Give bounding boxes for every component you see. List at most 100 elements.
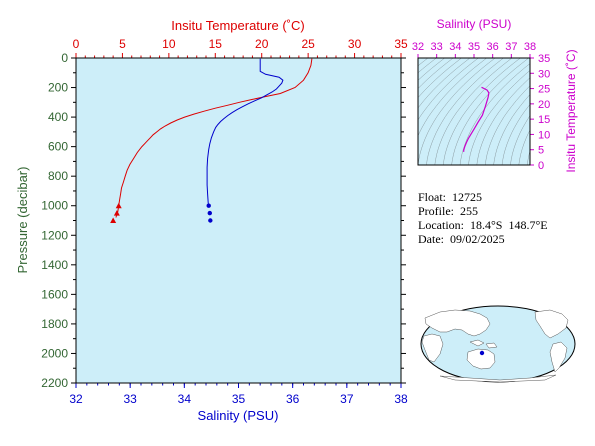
ts-temperature-tick-label: 10 [538, 129, 550, 141]
density-contour [418, 58, 445, 81]
salinity-marker [208, 218, 213, 223]
map-land-north-america [534, 309, 569, 339]
density-contour [426, 58, 504, 165]
ts-salinity-tick-label: 32 [412, 41, 424, 53]
density-contour [418, 58, 454, 89]
salinity-marker [206, 203, 211, 208]
world-map-inset [420, 305, 576, 383]
temperature-tick-label: 20 [255, 37, 269, 51]
salinity-profile-line [206, 58, 284, 206]
salinity-axis-title: Salinity (PSU) [198, 408, 279, 423]
salinity-markers [206, 203, 213, 223]
temperature-tick-label: 15 [209, 37, 223, 51]
temperature-axis-title: Insitu Temperature (˚C) [171, 18, 304, 33]
temperature-tick-label: 10 [162, 37, 176, 51]
pressure-tick-label: 2000 [41, 346, 68, 360]
pressure-tick-label: 200 [48, 81, 68, 95]
ts-curve [463, 86, 490, 152]
ts-salinity-tick-label: 33 [431, 41, 443, 53]
ts-temperature-tick-label: 5 [538, 145, 544, 157]
pressure-tick-label: 0 [61, 51, 68, 65]
location-label: Location: [418, 218, 464, 232]
temperature-marker [113, 210, 120, 216]
pressure-tick-label: 400 [48, 110, 68, 124]
ts-salinity-tick-label: 37 [505, 41, 517, 53]
ts-temperature-tick-label: 15 [538, 114, 550, 126]
date-label: Date: [418, 232, 444, 246]
pressure-tick-label: 800 [48, 169, 68, 183]
map-continents [421, 309, 569, 383]
location-line: Location: 18.4°S 148.7°E [418, 218, 548, 232]
pressure-tick-label: 1200 [41, 228, 68, 242]
temperature-tick-label: 25 [301, 37, 315, 51]
pressure-axis-title: Pressure (decibar) [15, 167, 30, 274]
map-land-south-america [549, 341, 568, 373]
ts-salinity-tick-label: 34 [449, 41, 461, 53]
ts-temperature-tick-label: 20 [538, 99, 550, 111]
ts-temperature-tick-label: 0 [538, 160, 544, 172]
temperature-profile-line [115, 58, 313, 218]
temperature-tick-label: 0 [73, 37, 80, 51]
pressure-tick-label: 600 [48, 140, 68, 154]
density-contour [518, 129, 530, 165]
density-contour [459, 63, 530, 165]
float-value: 12725 [452, 190, 483, 204]
density-contours [418, 58, 530, 165]
profile-value: 255 [460, 204, 478, 218]
float-info: Float: 12725 Profile: 255 Location: 18.4… [418, 190, 548, 246]
ts-salinity-tick-label: 38 [524, 41, 536, 53]
map-land-asia [424, 309, 491, 337]
density-contour [418, 58, 496, 165]
map-land-islands [469, 339, 498, 349]
density-contour [501, 104, 530, 165]
ts-salinity-tick-label: 35 [468, 41, 480, 53]
map-land-australia [466, 348, 496, 370]
profile-plot-background [76, 58, 401, 383]
density-contour [484, 85, 530, 165]
temperature-marker [115, 202, 122, 209]
ts-diagram-ticks: 32 33 34 35 36 37 38 0 5 10 15 20 25 30 35 [412, 41, 550, 172]
density-contour [442, 58, 521, 165]
location-value: 18.4°S 148.7°E [469, 218, 548, 232]
salinity-tick-label: 32 [69, 392, 83, 406]
ts-temperature-axis-title: Insitu Temperature (˚C) [564, 49, 578, 172]
density-contour [418, 58, 471, 109]
map-land-antarctica [439, 374, 557, 383]
profile-label: Profile: [418, 204, 454, 218]
profile-line: Profile: 255 [418, 204, 548, 218]
temperature-markers [110, 202, 122, 223]
profile-plot: 0200400600800100012001400160018002000220… [15, 18, 408, 423]
density-contour [468, 70, 530, 165]
temperature-tick-label: 30 [348, 37, 362, 51]
profile-plot-frame [75, 57, 402, 384]
salinity-tick-label: 37 [340, 392, 354, 406]
float-label: Float: [418, 190, 447, 204]
salinity-tick-label: 33 [123, 392, 137, 406]
float-line: Float: 12725 [418, 190, 548, 204]
density-contour [510, 115, 530, 165]
ts-diagram-frame [417, 57, 531, 166]
pressure-tick-label: 1400 [41, 258, 68, 272]
ts-salinity-axis-title: Salinity (PSU) [437, 17, 512, 31]
date-line: Date: 09/02/2025 [418, 232, 548, 246]
salinity-tick-label: 35 [232, 392, 246, 406]
salinity-tick-label: 38 [394, 392, 408, 406]
ts-salinity-tick-label: 36 [487, 41, 499, 53]
density-contour [418, 58, 462, 99]
pressure-tick-label: 1000 [41, 199, 68, 213]
density-contour [418, 58, 487, 137]
density-contour [476, 77, 530, 165]
ts-temperature-tick-label: 25 [538, 84, 550, 96]
density-contour [493, 94, 530, 165]
ts-temperature-tick-label: 30 [538, 68, 550, 80]
temperature-marker [110, 217, 117, 223]
profile-plot-ticks: 0200400600800100012001400160018002000220… [41, 37, 408, 406]
date-value: 09/02/2025 [450, 232, 505, 246]
ts-diagram: 32 33 34 35 36 37 38 0 5 10 15 20 25 30 35 Salinity (P… [412, 17, 578, 173]
pressure-tick-label: 2200 [41, 376, 68, 390]
salinity-tick-label: 36 [286, 392, 300, 406]
density-contour [434, 58, 513, 165]
density-contour [451, 58, 529, 165]
